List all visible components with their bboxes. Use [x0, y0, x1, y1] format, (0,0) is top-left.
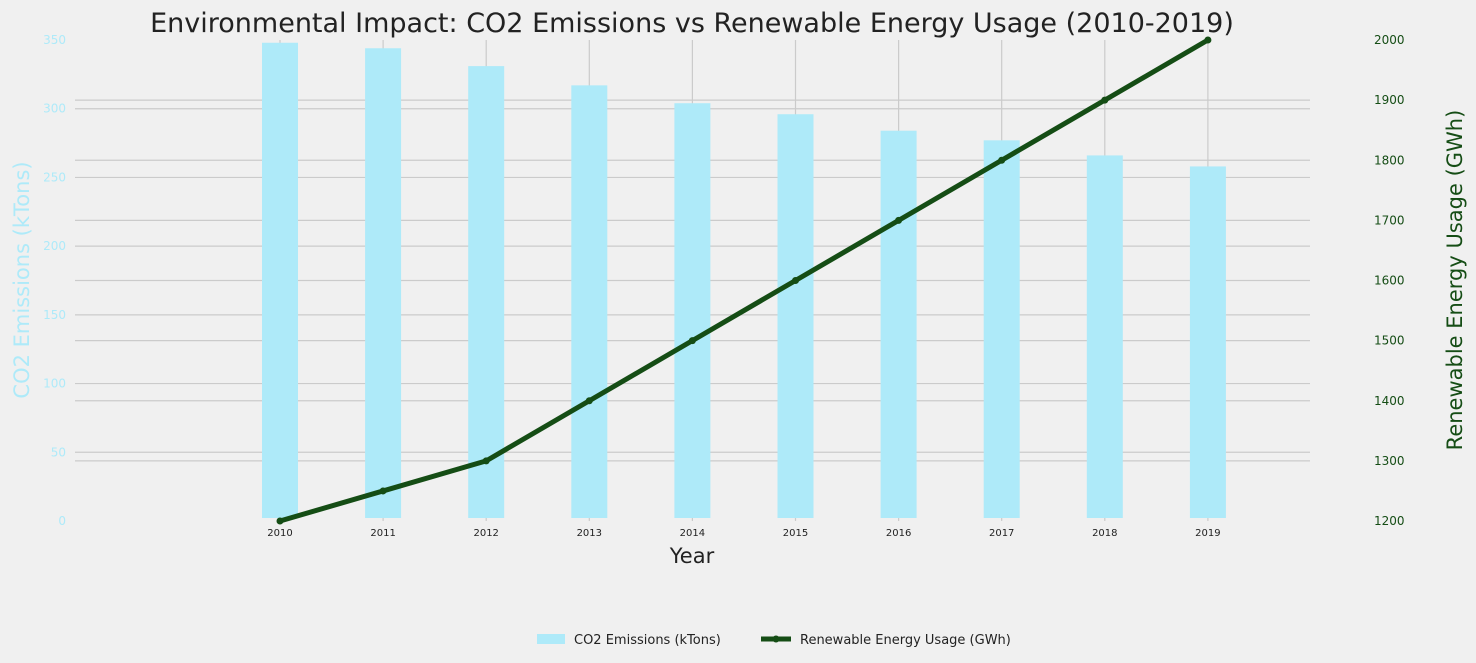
co2-bar: [880, 130, 917, 518]
legend-label-renewable: Renewable Energy Usage (GWh): [800, 633, 1011, 648]
left-tick-label: 150: [43, 308, 66, 322]
co2-bar: [262, 42, 298, 519]
x-tick-label: 2016: [886, 528, 911, 539]
left-axis-label: CO2 Emissions (kTons): [10, 161, 34, 398]
legend-swatch-co2: [537, 634, 565, 644]
renewable-point: [998, 156, 1006, 164]
x-tick-label: 2010: [267, 528, 292, 539]
right-tick-label: 2000: [1374, 33, 1405, 47]
left-tick-label: 200: [43, 239, 66, 253]
legend: CO2 Emissions (kTons) Renewable Energy U…: [537, 633, 1011, 648]
bars-group: [262, 42, 1226, 519]
co2-bar: [674, 103, 711, 519]
right-axis-label: Renewable Energy Usage (GWh): [1443, 110, 1467, 451]
x-tick-label: 2011: [370, 528, 395, 539]
renewable-point: [379, 487, 387, 495]
left-tick-label: 250: [43, 170, 66, 184]
renewable-point: [688, 337, 696, 345]
left-tick-label: 350: [43, 33, 66, 47]
x-tick-label: 2018: [1092, 528, 1117, 539]
co2-bar: [777, 114, 814, 518]
renewable-line: [279, 37, 1210, 524]
right-tick-label: 1300: [1374, 454, 1405, 468]
x-tick-label: 2017: [989, 528, 1014, 539]
x-axis-label: Year: [669, 544, 715, 568]
left-tick-labels: 0 50 100 150 200 250 300 350: [43, 33, 66, 528]
right-tick-label: 1700: [1374, 213, 1405, 227]
right-tick-label: 1400: [1374, 394, 1405, 408]
chart-title: Environmental Impact: CO2 Emissions vs R…: [150, 8, 1234, 39]
x-tick-label: 2019: [1195, 528, 1220, 539]
renewable-point: [482, 457, 490, 465]
co2-bar: [571, 85, 608, 518]
x-tick-labels: 2010 2011 2012 2013 2014 2015 2016 2017 2018 2019: [267, 528, 1220, 539]
right-tick-label: 1500: [1374, 334, 1405, 348]
renewable-point: [585, 397, 593, 405]
left-tick-label: 50: [51, 445, 66, 459]
right-tick-label: 1800: [1374, 153, 1405, 167]
right-tick-label: 1900: [1374, 93, 1405, 107]
co2-bar: [1086, 155, 1123, 518]
legend-marker-renewable: [772, 635, 780, 643]
renewable-point: [792, 277, 799, 284]
renewable-point: [276, 517, 284, 525]
right-tick-labels: 1200 1300 1400 1500 1600 1700 1800 1900 2000: [1374, 33, 1405, 528]
co2-bar: [983, 140, 1020, 518]
left-tick-label: 100: [43, 377, 66, 391]
renewable-point: [1204, 36, 1212, 44]
renewable-point: [1101, 96, 1109, 104]
co2-bar: [365, 48, 402, 518]
right-tick-label: 1600: [1374, 274, 1405, 288]
left-tick-label: 0: [58, 514, 66, 528]
x-tick-label: 2013: [577, 528, 602, 539]
renewable-point: [895, 216, 903, 224]
x-tick-label: 2012: [473, 528, 498, 539]
x-tick-label: 2015: [783, 528, 808, 539]
line-group: [276, 36, 1212, 525]
x-tick-label: 2014: [680, 528, 705, 539]
co2-bar: [1189, 166, 1226, 519]
legend-label-co2: CO2 Emissions (kTons): [574, 633, 721, 648]
co2-bar: [468, 66, 505, 519]
left-tick-label: 300: [43, 102, 66, 116]
right-tick-label: 1200: [1374, 514, 1405, 528]
